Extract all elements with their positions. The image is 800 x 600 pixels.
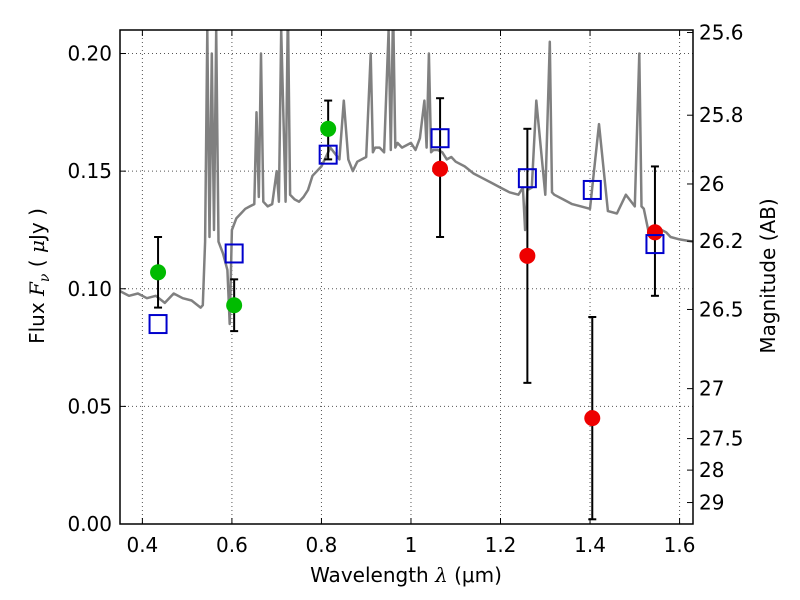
x-tick-label: 1: [405, 533, 418, 557]
x-tick-label: 1.2: [485, 533, 517, 557]
y-tick-label: 0.20: [67, 42, 112, 66]
y2-tick-label: 29: [699, 491, 724, 515]
model-point: [582, 179, 602, 200]
model-point: [224, 243, 244, 264]
data-point: [432, 160, 449, 177]
y2-tick-label: 26.5: [699, 297, 744, 321]
model-point: [645, 234, 665, 255]
y2-tick-label: 27.5: [699, 427, 744, 451]
spectrum-line: [120, 30, 693, 326]
x-tick-label: 1.4: [574, 533, 606, 557]
y2-tick-label: 28: [699, 458, 724, 482]
y-tick-label: 0.15: [67, 159, 112, 183]
data-point: [226, 297, 243, 314]
model-point: [148, 314, 168, 335]
plot-frame: [119, 29, 694, 525]
data-point: [646, 224, 663, 241]
model-point: [517, 168, 537, 189]
y2-tick-label: 26.2: [699, 229, 744, 253]
model-point: [318, 144, 338, 165]
y-tick-label: 0.05: [67, 394, 112, 418]
y-axis-label: Flux Fν ( μJy ): [25, 208, 53, 344]
model-point: [430, 128, 450, 149]
x-tick-label: 0.4: [126, 533, 158, 557]
y2-tick-label: 25.8: [699, 103, 744, 127]
data-point: [584, 410, 601, 427]
y2-axis-label: Magnitude (AB): [756, 198, 780, 353]
y-tick-label: 0.10: [67, 277, 112, 301]
data-points: [148, 120, 665, 427]
x-tick-label: 1.6: [664, 533, 696, 557]
x-tick-label: 0.6: [216, 533, 248, 557]
x-tick-label: 0.8: [306, 533, 338, 557]
data-point: [519, 247, 536, 264]
x-axis-label: Wavelength λ (μm): [310, 563, 502, 587]
y2-tick-label: 25.6: [699, 21, 744, 45]
y2-tick-label: 27: [699, 377, 724, 401]
data-point: [320, 120, 337, 137]
axis-ticks: 0.4 0.6 0.8 1 1.2 1.4 1.6 0.00 0.05 0.10 0.15 0.20 2…: [67, 21, 743, 557]
data-point: [150, 264, 167, 281]
y2-tick-label: 26: [699, 172, 724, 196]
y-tick-label: 0.00: [67, 512, 112, 536]
model-spectrum: [120, 30, 693, 326]
